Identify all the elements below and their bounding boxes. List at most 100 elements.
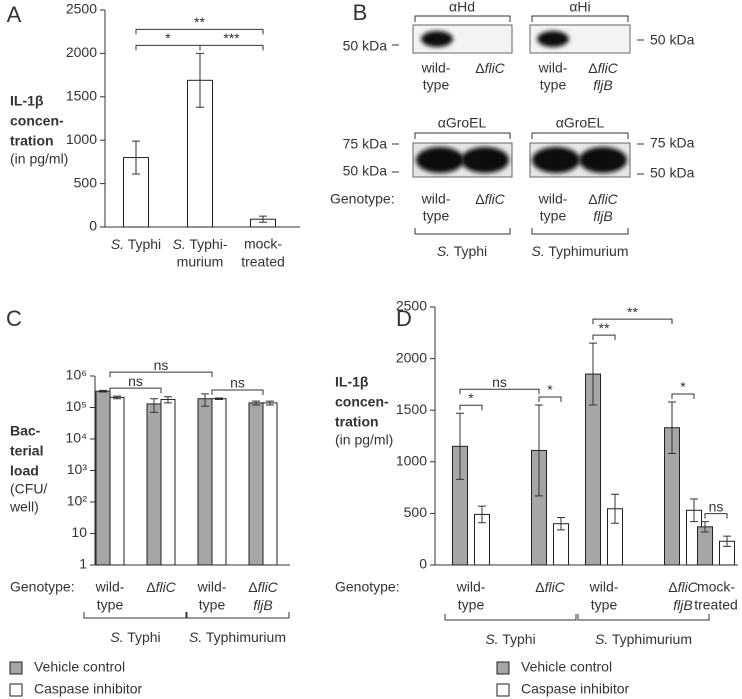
y-tick-label: 2500 bbox=[66, 1, 97, 17]
x-tick-label: ΔfliC bbox=[535, 579, 565, 595]
y-axis-label: concen- bbox=[10, 113, 64, 129]
significance-bracket bbox=[704, 513, 728, 519]
error-bar bbox=[557, 517, 565, 531]
significance-label: * bbox=[680, 379, 686, 395]
lane-label: type bbox=[423, 77, 450, 93]
bar bbox=[211, 398, 227, 566]
significance-bracket bbox=[459, 404, 483, 411]
lane-label: wild- bbox=[538, 191, 568, 207]
blot-band bbox=[537, 31, 569, 47]
antibody-bracket bbox=[414, 15, 511, 22]
panel-label: B bbox=[353, 0, 368, 25]
x-tick-label: type bbox=[97, 597, 124, 613]
significance-bracket bbox=[592, 318, 673, 325]
error-bar bbox=[99, 389, 107, 393]
error-bar bbox=[589, 342, 597, 406]
significance-label: ns bbox=[128, 373, 143, 389]
y-tick-label: 0 bbox=[419, 556, 427, 572]
y-axis-label: tration bbox=[335, 414, 379, 430]
lane-label: wild- bbox=[421, 191, 451, 207]
bar bbox=[262, 402, 278, 566]
error-bar bbox=[723, 535, 731, 547]
error-bar bbox=[150, 398, 158, 413]
group-bracket bbox=[185, 612, 290, 619]
lane-label: wild- bbox=[538, 60, 568, 76]
genotype-label: Genotype: bbox=[330, 191, 395, 207]
legend-label: Caspase inhibitor bbox=[34, 681, 143, 697]
x-tick-label: S. Typhi bbox=[111, 236, 161, 252]
marker-label: 75 kDa bbox=[343, 136, 388, 152]
x-tick-label: wild- bbox=[95, 579, 125, 595]
x-tick-label: mock- bbox=[697, 579, 735, 595]
antibody-label: αHd bbox=[449, 0, 475, 15]
x-tick-label: wild- bbox=[589, 579, 619, 595]
marker-label: 75 kDa bbox=[650, 135, 695, 151]
x-tick-label: treated bbox=[241, 254, 285, 270]
y-axis-label: (in pg/ml) bbox=[10, 151, 68, 167]
lane-label: fljB bbox=[593, 77, 612, 93]
error-bar bbox=[668, 401, 676, 455]
significance-bracket bbox=[538, 396, 562, 403]
y-tick-label: 1500 bbox=[396, 401, 427, 417]
strain-bracket bbox=[414, 228, 511, 235]
antibody-bracket bbox=[414, 132, 511, 139]
y-tick-label: 0 bbox=[89, 218, 97, 234]
panel-label: A bbox=[7, 2, 22, 27]
bar bbox=[146, 403, 162, 566]
x-tick-label: wild- bbox=[456, 579, 486, 595]
error-bar bbox=[252, 400, 260, 406]
panel-label: C bbox=[6, 306, 22, 331]
y-axis-label: tration bbox=[10, 133, 54, 149]
group-label: S. Typhimurium bbox=[189, 629, 286, 645]
significance-label: ** bbox=[599, 320, 610, 336]
significance-label: ** bbox=[194, 14, 205, 30]
y-tick-label: 2000 bbox=[396, 349, 427, 365]
group-label: S. Typhimurium bbox=[595, 631, 692, 647]
blot-band bbox=[461, 147, 509, 173]
group-label: S. Typhi bbox=[110, 629, 160, 645]
significance-bracket bbox=[109, 387, 162, 394]
lane-label: type bbox=[423, 208, 450, 224]
legend-label: Caspase inhibitor bbox=[521, 681, 630, 697]
category-axis-label: Genotype: bbox=[10, 579, 75, 595]
y-tick-label: 1500 bbox=[66, 88, 97, 104]
antibody-label: αGroEL bbox=[556, 115, 605, 131]
marker-label: 50 kDa bbox=[650, 32, 695, 48]
y-tick-label: 10² bbox=[67, 493, 88, 509]
error-bar bbox=[259, 215, 267, 223]
category-axis-label: Genotype: bbox=[335, 579, 400, 595]
legend-swatch bbox=[9, 683, 23, 697]
y-tick-label: 2000 bbox=[66, 44, 97, 60]
y-axis-label: terial bbox=[10, 443, 43, 459]
significance-bracket bbox=[671, 393, 695, 399]
error-bar bbox=[164, 396, 172, 404]
significance-label: *** bbox=[223, 30, 240, 46]
blot-band bbox=[421, 31, 453, 47]
antibody-bracket bbox=[531, 132, 629, 139]
error-bar bbox=[535, 404, 543, 497]
significance-label: ns bbox=[230, 375, 245, 391]
y-tick-label: 10⁶ bbox=[66, 367, 87, 383]
bar bbox=[95, 390, 111, 566]
y-tick-label: 10⁵ bbox=[66, 398, 87, 414]
antibody-label: αGroEL bbox=[438, 115, 487, 131]
significance-bracket bbox=[592, 334, 616, 341]
strain-label: S. Typhimurium bbox=[531, 243, 628, 259]
legend-label: Vehicle control bbox=[34, 659, 125, 675]
lane-label: ΔfliC bbox=[475, 60, 505, 76]
marker-label: 50 kDa bbox=[650, 165, 695, 181]
x-tick-label: treated bbox=[694, 597, 738, 613]
x-tick-label: murium bbox=[177, 254, 224, 270]
error-bar bbox=[701, 521, 709, 533]
lane-label: fljB bbox=[593, 208, 612, 224]
y-tick-label: 1000 bbox=[396, 453, 427, 469]
error-bar bbox=[201, 393, 209, 407]
x-tick-label: S. Typhi- bbox=[173, 236, 228, 252]
y-axis-label: (CFU/ bbox=[10, 481, 47, 497]
x-tick-label: type bbox=[591, 597, 618, 613]
y-tick-label: 2500 bbox=[396, 298, 427, 314]
bar bbox=[697, 526, 713, 566]
lane-label: wild- bbox=[421, 60, 451, 76]
y-axis-label: IL-1β bbox=[335, 374, 369, 390]
